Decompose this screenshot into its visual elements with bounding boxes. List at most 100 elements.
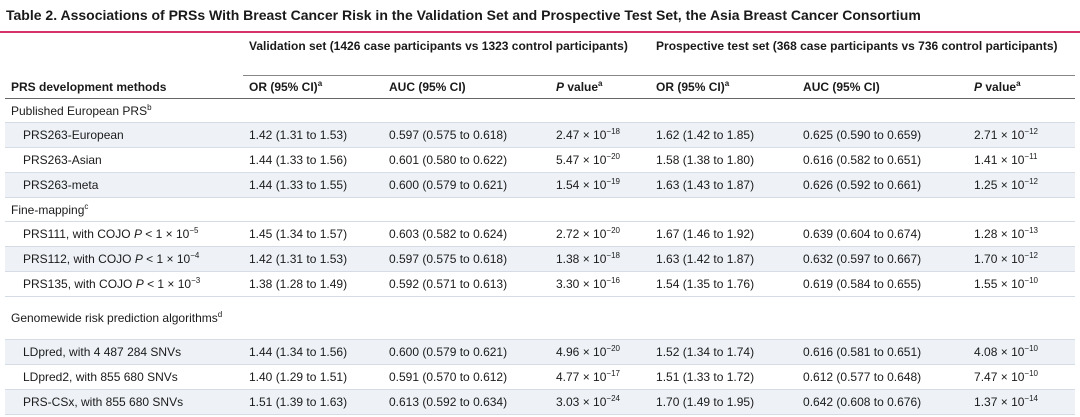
column-header: AUC (95% CI) (383, 75, 550, 99)
cell: 1.25 × 10−12 (968, 172, 1076, 198)
cell: 1.42 (1.31 to 1.53) (243, 246, 383, 272)
text-part: OR (95% CI) (249, 80, 318, 94)
group-header: Validation set (1426 case participants v… (243, 37, 651, 76)
group-header-row: Validation set (1426 case participants v… (5, 37, 1076, 76)
text-part: 4.77 × 10 (556, 370, 607, 384)
row-label: PRS111, with COJO P < 1 × 10−5 (5, 221, 243, 247)
text-part: < 1 × 10 (143, 277, 192, 291)
text-part: c (84, 201, 89, 211)
cell: 0.600 (0.579 to 0.621) (383, 339, 550, 365)
cell: 2.71 × 10−12 (968, 122, 1076, 148)
text-part: −17 (606, 369, 620, 378)
cell: 1.40 (1.29 to 1.51) (243, 364, 383, 390)
text-part: 1.54 × 10 (556, 178, 607, 192)
text-part: < 1 × 10 (142, 252, 191, 266)
text-part: Fine-mapping (11, 202, 85, 217)
text-part: −4 (190, 251, 200, 260)
text-part: < 1 × 10 (141, 227, 190, 241)
cell: 1.38 (1.28 to 1.49) (243, 271, 383, 297)
cell: 0.601 (0.580 to 0.622) (383, 147, 550, 173)
text-part: 1.38 × 10 (556, 252, 607, 266)
cell: 1.52 (1.34 to 1.74) (650, 339, 798, 365)
text-part: P (135, 277, 144, 291)
data-row: PRS263-European 1.42 (1.31 to 1.53) 0.597 … (5, 122, 1076, 148)
cell: 1.63 (1.43 to 1.87) (650, 172, 798, 198)
text-part: OR (95% CI) (656, 80, 725, 94)
text-part: 4.08 × 10 (974, 345, 1025, 359)
text-part: Genomewide risk prediction algorithms (11, 310, 218, 325)
section-row: Published European PRSb (5, 98, 1076, 123)
text-part: 2.72 × 10 (556, 227, 607, 241)
text-part: a (598, 79, 603, 88)
data-row: PRS111, with COJO P < 1 × 10−5 1.45 (1.34… (5, 221, 1076, 247)
cell: 0.616 (0.581 to 0.651) (797, 339, 969, 365)
text-part: −12 (1024, 251, 1038, 260)
cell: 4.77 × 10−17 (550, 364, 651, 390)
cell: 0.591 (0.570 to 0.612) (383, 364, 550, 390)
cell: 1.41 × 10−11 (968, 147, 1076, 173)
text-part: 4.96 × 10 (556, 345, 607, 359)
text-part: 1.28 × 10 (974, 227, 1025, 241)
text-part: PRS111, with COJO (23, 227, 134, 241)
spacer (243, 296, 1076, 340)
data-row: LDpred2, with 855 680 SNVs 1.40 (1.29 to … (5, 364, 1076, 390)
section-label: Genomewide risk prediction algorithmsd (5, 296, 243, 340)
cell: 7.47 × 10−10 (968, 364, 1076, 390)
text-part: 2.47 × 10 (556, 128, 607, 142)
cell: 1.51 (1.33 to 1.72) (650, 364, 798, 390)
cell: 1.42 (1.31 to 1.53) (243, 122, 383, 148)
cell: 1.55 × 10−10 (968, 271, 1076, 297)
table-body: Published European PRSb PRS263-European 1.… (5, 98, 1076, 415)
text-part: 1.41 × 10 (974, 153, 1025, 167)
text-part: −11 (1024, 152, 1038, 161)
text-part: 3.30 × 10 (556, 277, 607, 291)
row-label: LDpred2, with 855 680 SNVs (5, 364, 243, 390)
row-header: PRS development methods (5, 75, 243, 99)
cell: 0.619 (0.584 to 0.655) (797, 271, 969, 297)
text-part: P (974, 80, 983, 94)
cell: 5.47 × 10−20 (550, 147, 651, 173)
text-part: −12 (1024, 127, 1038, 136)
text-part: 7.47 × 10 (974, 370, 1025, 384)
section-label: Published European PRSb (5, 98, 243, 123)
cell: 0.612 (0.577 to 0.648) (797, 364, 969, 390)
cell: 0.600 (0.579 to 0.621) (383, 172, 550, 198)
cell: 0.616 (0.582 to 0.651) (797, 147, 969, 173)
cell: 0.613 (0.592 to 0.634) (383, 389, 550, 415)
text-part: PRS112, with COJO (23, 252, 135, 266)
cell: 0.603 (0.582 to 0.624) (383, 221, 550, 247)
results-table: Validation set (1426 case participants v… (5, 37, 1076, 415)
row-label: PRS-CSx, with 855 680 SNVs (5, 389, 243, 415)
text-part: a (317, 79, 323, 88)
cell: 1.54 × 10−19 (550, 172, 651, 198)
column-header: OR (95% CI)a (243, 75, 383, 99)
column-header-row: PRS development methods OR (95% CI)a AUC … (5, 75, 1076, 99)
table-title: Table 2. Associations of PRSs With Breas… (0, 0, 1080, 33)
data-row: PRS263-meta 1.44 (1.33 to 1.55) 0.600 (0.5… (5, 172, 1076, 198)
text-part: −20 (606, 152, 620, 161)
cell: 0.597 (0.575 to 0.618) (383, 122, 550, 148)
data-row: PRS112, with COJO P < 1 × 10−4 1.42 (1.31… (5, 246, 1076, 272)
text-part: −20 (606, 344, 620, 353)
cell: 1.58 (1.38 to 1.80) (650, 147, 798, 173)
text-part: a (1016, 79, 1021, 88)
spacer (243, 98, 1076, 123)
data-row: PRS-CSx, with 855 680 SNVs 1.51 (1.39 to … (5, 389, 1076, 415)
text-part: −13 (1024, 226, 1038, 235)
cell: 1.54 (1.35 to 1.76) (650, 271, 798, 297)
section-row: Genomewide risk prediction algorithmsd (5, 296, 1076, 340)
text-part: value (982, 80, 1017, 94)
cell: 1.38 × 10−18 (550, 246, 651, 272)
text-part: 2.71 × 10 (974, 128, 1025, 142)
text-part: 5.47 × 10 (556, 153, 607, 167)
text-part: 1.55 × 10 (974, 277, 1025, 291)
cell: 0.639 (0.604 to 0.674) (797, 221, 969, 247)
cell: 4.96 × 10−20 (550, 339, 651, 365)
text-part: P (556, 80, 565, 94)
cell: 1.37 × 10−14 (968, 389, 1076, 415)
text-part: PRS135, with COJO (23, 277, 136, 291)
cell: 1.45 (1.34 to 1.57) (243, 221, 383, 247)
cell: 1.44 (1.33 to 1.56) (243, 147, 383, 173)
row-label: PRS135, with COJO P < 1 × 10−3 (5, 271, 243, 297)
